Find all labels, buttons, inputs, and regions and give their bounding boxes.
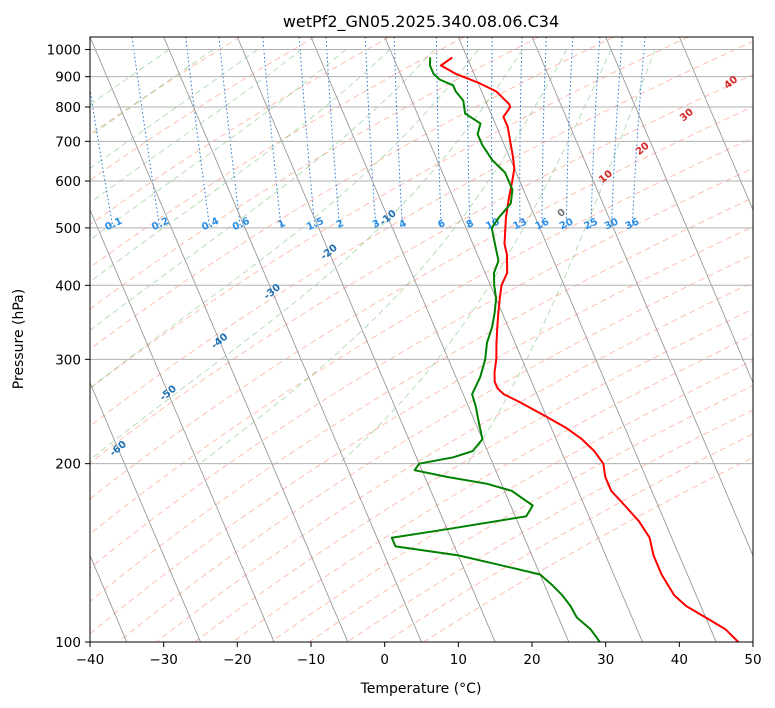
dry-adiabat [90, 37, 465, 269]
x-axis-label: Temperature (°C) [360, 681, 482, 697]
dry-adiabat [90, 106, 753, 500]
y-tick-label: 200 [55, 457, 81, 473]
x-tick-label: −30 [149, 652, 178, 668]
mixing-ratio-label: 8 [465, 218, 476, 231]
isotherm [163, 37, 422, 642]
isotherm [90, 381, 201, 642]
mixing-ratio-label: 16 [534, 217, 551, 233]
mixing-ratio-label: 36 [624, 217, 641, 233]
mixing-ratio-label: 25 [582, 217, 599, 233]
isotherm [90, 208, 275, 642]
dry-adiabat [194, 308, 753, 642]
y-tick-label: 300 [55, 352, 81, 368]
x-tick-label: −10 [297, 652, 326, 668]
dry-adiabat [90, 37, 689, 389]
dry-adiabat [90, 137, 753, 535]
mixing-ratio-label: 13 [512, 217, 529, 233]
dry-adiabat [90, 37, 315, 181]
moist-adiabat [90, 49, 170, 106]
dry-adiabat [156, 281, 753, 642]
dry-adiabat [347, 409, 753, 642]
y-tick-label: 500 [55, 221, 81, 237]
dry-adiabat [385, 433, 753, 642]
mixing-ratio-line [631, 37, 646, 228]
mixing-ratio-line [262, 37, 282, 228]
isotherm [236, 37, 496, 642]
x-tick-label: 10 [450, 652, 467, 668]
dry-adiabat [90, 40, 753, 427]
chart-title: wetPf2_GN05.2025.340.08.06.C34 [283, 12, 559, 32]
mixing-ratio-label: 1 [276, 218, 287, 231]
isotherm [90, 37, 349, 642]
x-tick-label: −20 [223, 652, 252, 668]
y-tick-label: 600 [55, 174, 81, 190]
mixing-ratio-line [90, 86, 114, 228]
dry-adiabat [90, 167, 753, 569]
y-tick-label: 1000 [47, 43, 81, 59]
mixing-ratio-label: 6 [436, 218, 447, 231]
moist-adiabat [90, 49, 214, 137]
mixing-ratio-label: 20 [558, 217, 575, 233]
dewpoint-profile [390, 57, 601, 642]
moist-adiabat [90, 49, 258, 170]
mixing-ratio-line [298, 37, 316, 228]
x-tick-label: 50 [744, 652, 761, 668]
y-tick-label: 900 [55, 70, 81, 86]
mixing-ratio-label: 2 [335, 218, 346, 231]
y-tick-label: 700 [55, 134, 81, 150]
dry-adiabat [270, 360, 753, 642]
isotherm [457, 37, 717, 642]
y-axis-label: Pressure (hPa) [11, 289, 27, 389]
isotherm [384, 37, 643, 642]
x-tick-label: 30 [597, 652, 614, 668]
isotherm [531, 37, 753, 557]
x-tick-label: 20 [523, 652, 540, 668]
dry-adiabat [90, 37, 614, 350]
plot-frame [89, 36, 754, 643]
moist-adiabat [90, 49, 391, 283]
x-tick-label: 40 [671, 652, 688, 668]
mixing-ratio-label: 30 [603, 217, 620, 233]
mixing-ratio-label: 3 [371, 218, 382, 231]
isotherm [605, 37, 753, 384]
isotherm [310, 37, 570, 642]
y-tick-label: 400 [55, 278, 81, 294]
mixing-ratio-label: 4 [397, 218, 408, 231]
moist-adiabat [90, 49, 479, 389]
dry-adiabat [423, 456, 753, 642]
dry-adiabat [90, 37, 540, 310]
x-tick-label: 0 [380, 652, 389, 668]
mixing-ratio-line [185, 37, 211, 228]
isotherm [678, 37, 753, 212]
x-tick-label: −40 [76, 652, 105, 668]
y-tick-label: 100 [55, 635, 81, 651]
dry-adiabat [232, 334, 753, 642]
dry-adiabat [308, 385, 753, 642]
temperature-profile [440, 56, 740, 642]
dry-adiabat [90, 73, 753, 464]
mixing-ratio-line [218, 37, 241, 228]
y-tick-label: 800 [55, 100, 81, 116]
